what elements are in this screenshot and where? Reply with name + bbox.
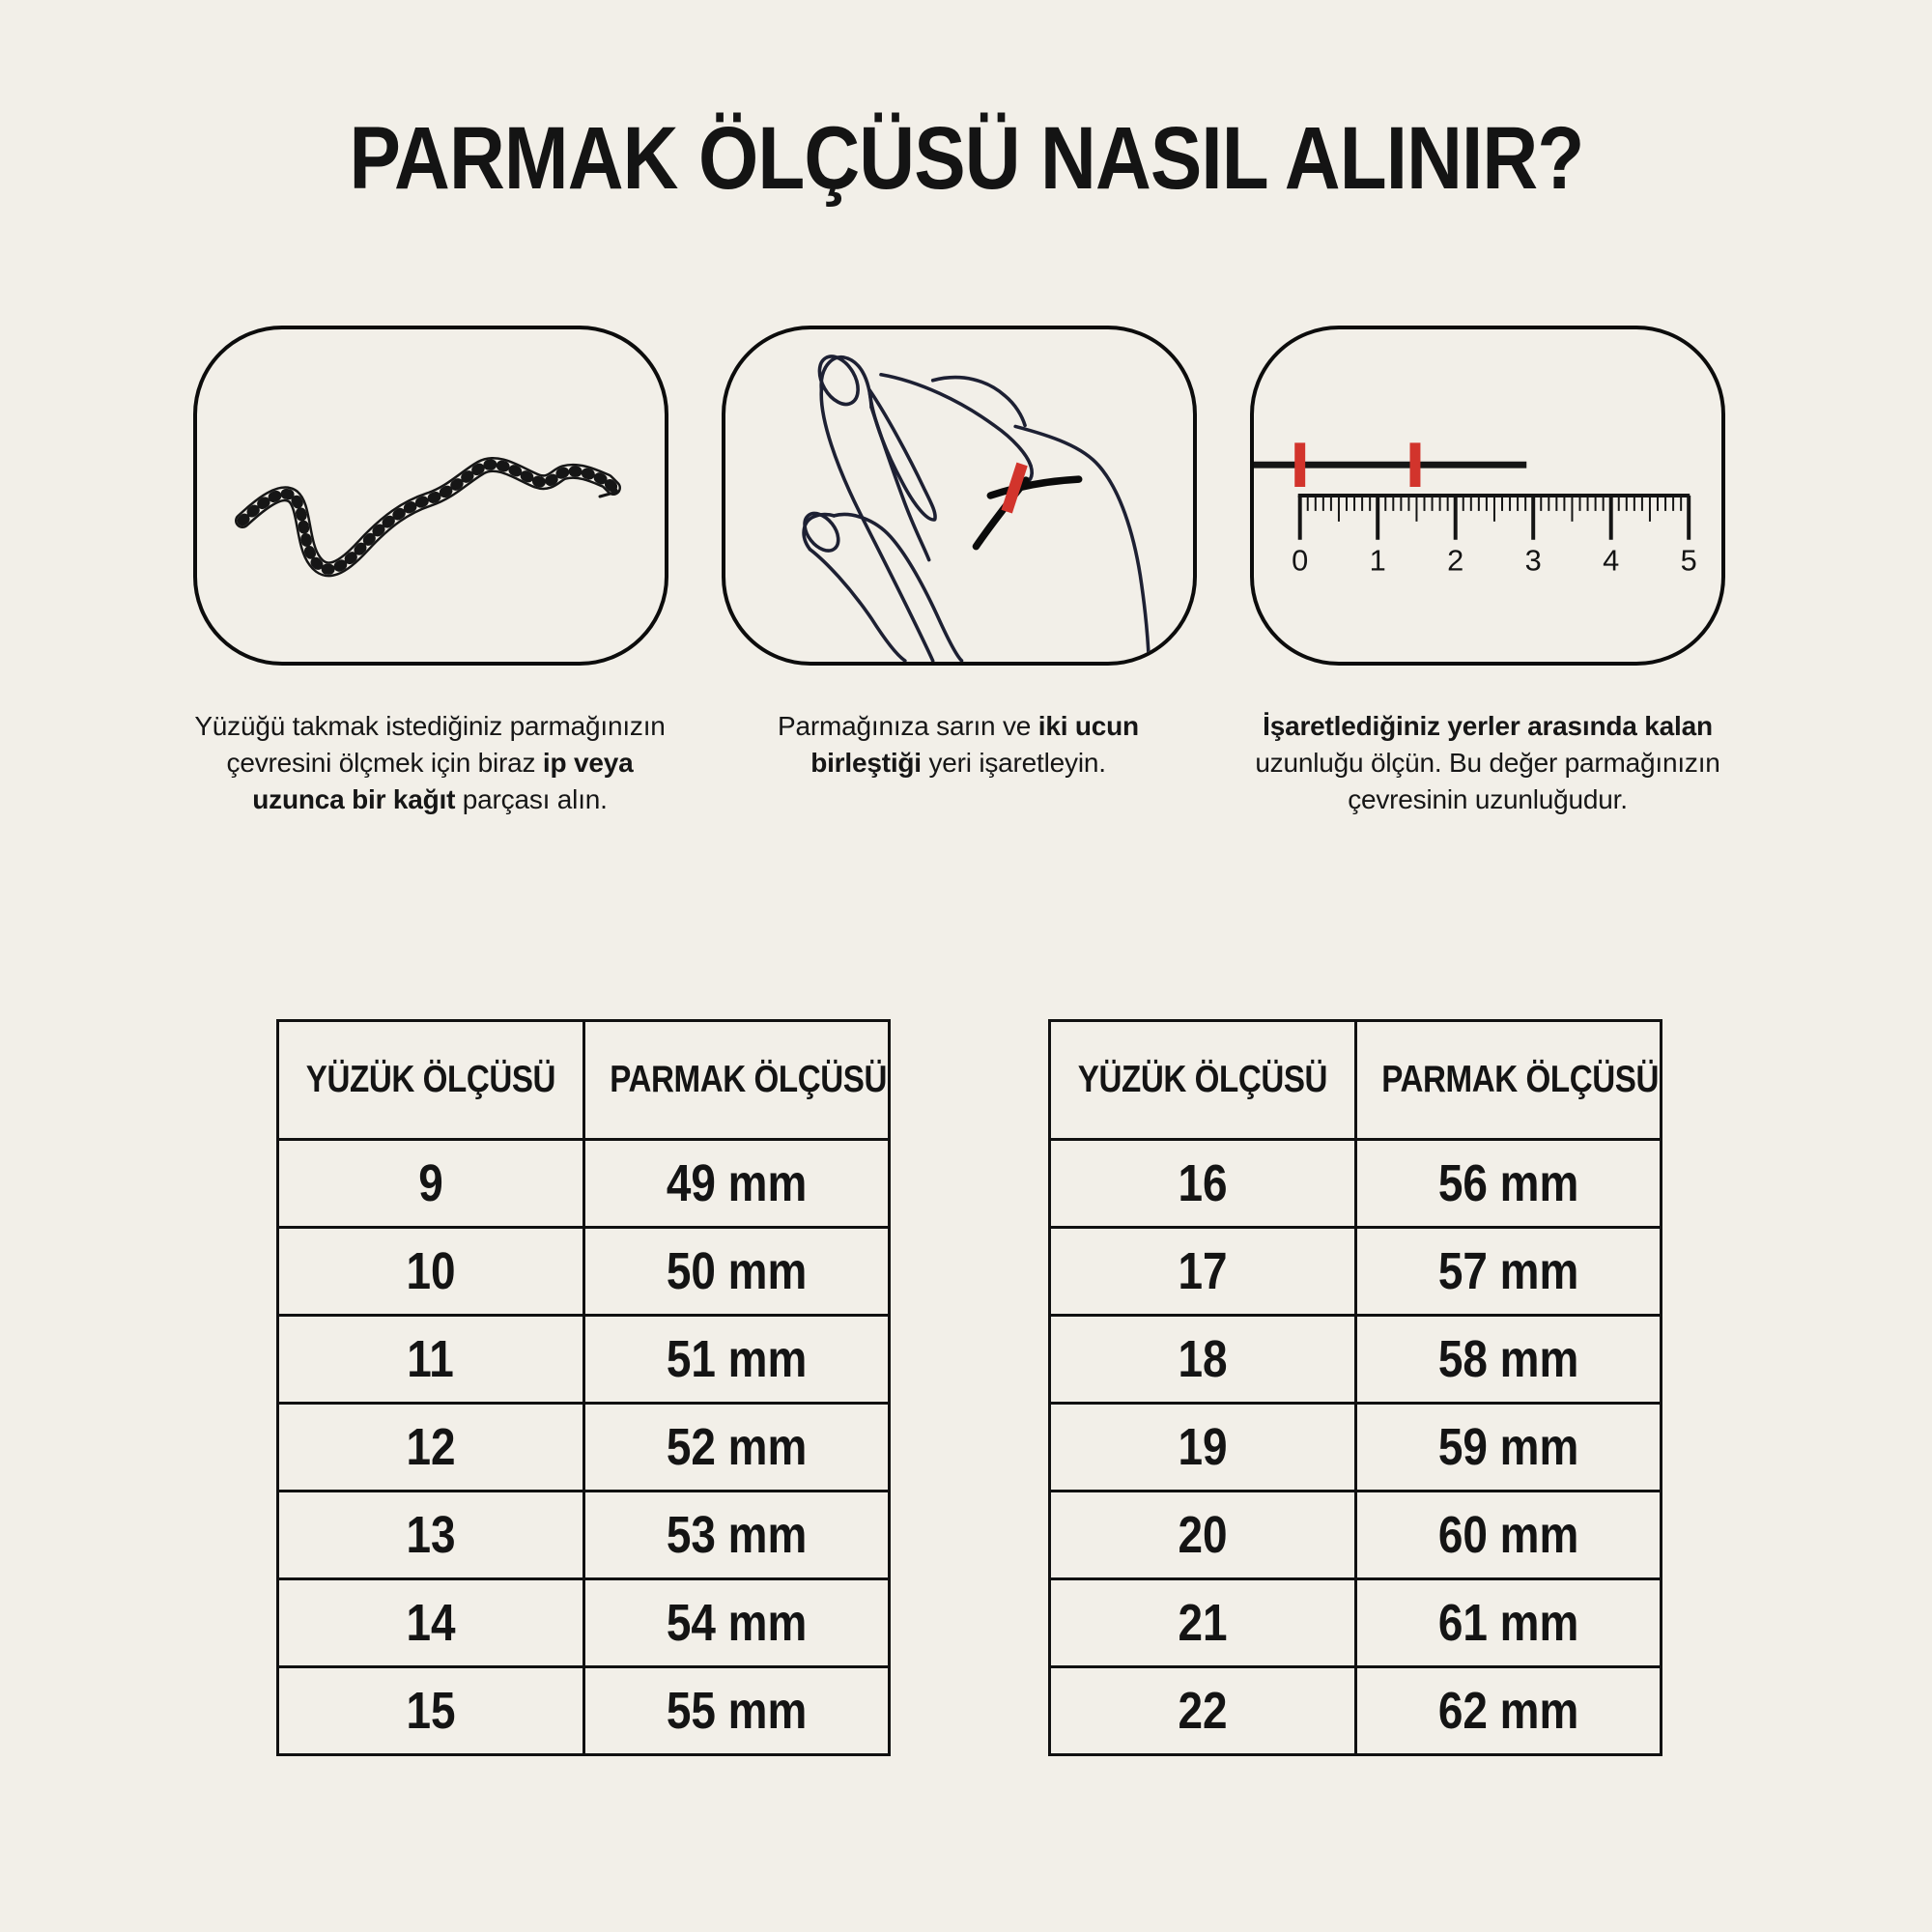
finger-size-cell: 55 mm	[582, 1665, 891, 1756]
ring-size-cell: 9	[276, 1138, 585, 1229]
column-header-ring-size: YÜZÜK ÖLÇÜSÜ	[1048, 1019, 1357, 1141]
illustration-row: 0 1 2 3 4 5	[193, 326, 1725, 666]
table-row: 20 60 mm	[1048, 1490, 1662, 1580]
hand-outer-edge	[1013, 424, 1151, 662]
thumb-bottom-edge	[808, 547, 907, 662]
ring-size-cell: 10	[276, 1226, 585, 1317]
ring-size-cell: 17	[1048, 1226, 1357, 1317]
ruler-label: 5	[1681, 544, 1697, 578]
string-wrap-diagonal	[972, 476, 1030, 551]
finger-size-cell: 49 mm	[582, 1138, 891, 1229]
finger-size-cell: 51 mm	[582, 1314, 891, 1405]
illustration-card-hand	[722, 326, 1197, 666]
ring-size-cell: 21	[1048, 1577, 1357, 1668]
table-row: 15 55 mm	[276, 1665, 891, 1756]
table-row: 17 57 mm	[1048, 1226, 1662, 1317]
knuckle-curve	[930, 375, 1027, 428]
column-header-finger-size: PARMAK ÖLÇÜSÜ	[582, 1019, 891, 1141]
caption-text: yeri işaretleyin.	[921, 748, 1106, 778]
ruler-icon: 0 1 2 3 4 5	[1254, 442, 1697, 578]
finger-size-cell: 54 mm	[582, 1577, 891, 1668]
hand-string-icon	[802, 355, 1151, 662]
ring-size-table-right: YÜZÜK ÖLÇÜSÜ PARMAK ÖLÇÜSÜ 16 56 mm 17 57 m…	[1048, 1019, 1662, 1756]
caption-step-3: İşaretlediğiniz yerler arasında kalan uz…	[1217, 708, 1758, 818]
red-mark	[1001, 462, 1028, 514]
caption-text-bold: ip veya	[542, 748, 634, 778]
ruler-label: 0	[1292, 544, 1308, 578]
rope-string-icon	[235, 456, 621, 578]
table-row: 18 58 mm	[1048, 1314, 1662, 1405]
ring-size-cell: 14	[276, 1577, 585, 1668]
caption-text: çevresini ölçmek için biraz	[226, 748, 543, 778]
ruler-ticks	[1297, 496, 1691, 540]
table-row: 21 61 mm	[1048, 1577, 1662, 1668]
fingernail-top	[817, 355, 860, 407]
illustration-card-ruler: 0 1 2 3 4 5	[1250, 326, 1725, 666]
ruler-label: 3	[1525, 544, 1542, 578]
column-header-finger-size: PARMAK ÖLÇÜSÜ	[1353, 1019, 1662, 1141]
illustration-card-string	[193, 326, 668, 666]
ring-size-cell: 16	[1048, 1138, 1357, 1229]
middle-finger-sliver	[867, 387, 937, 522]
caption-text: çevresinin uzunluğudur.	[1348, 784, 1628, 814]
finger-size-cell: 59 mm	[1353, 1402, 1662, 1492]
ring-size-table-left: YÜZÜK ÖLÇÜSÜ PARMAK ÖLÇÜSÜ 9 49 mm 10 50 mm…	[276, 1019, 891, 1756]
fingernail-thumb	[803, 511, 840, 553]
finger-size-cell: 61 mm	[1353, 1577, 1662, 1668]
finger-size-cell: 62 mm	[1353, 1665, 1662, 1756]
caption-text-bold: iki ucun	[1037, 711, 1139, 741]
page-title: PARMAK ÖLÇÜSÜ NASIL ALINIR?	[349, 109, 1584, 208]
table-row: 12 52 mm	[276, 1402, 891, 1492]
caption-text-bold: birleştiği	[810, 748, 922, 778]
caption-text: Yüzüğü takmak istediğiniz parmağınızın	[194, 711, 666, 741]
ring-size-cell: 12	[276, 1402, 585, 1492]
ring-size-cell: 11	[276, 1314, 585, 1405]
finger-size-cell: 52 mm	[582, 1402, 891, 1492]
ring-size-cell: 15	[276, 1665, 585, 1756]
table-row: 9 49 mm	[276, 1138, 891, 1229]
caption-text: parçası alın.	[455, 784, 608, 814]
thumb-tip	[802, 512, 837, 552]
ring-size-cell: 19	[1048, 1402, 1357, 1492]
table-header-row: YÜZÜK ÖLÇÜSÜ PARMAK ÖLÇÜSÜ	[1048, 1019, 1662, 1141]
thumb-top-edge	[832, 512, 964, 662]
caption-step-2: Parmağınıza sarın ve iki ucun birleştiği…	[688, 708, 1229, 781]
table-header-row: YÜZÜK ÖLÇÜSÜ PARMAK ÖLÇÜSÜ	[276, 1019, 891, 1141]
index-finger-tip	[819, 355, 873, 410]
index-finger-left-edge	[819, 387, 935, 662]
caption-text: uzunluğu ölçün. Bu değer parmağınızın	[1255, 748, 1720, 778]
table-row: 13 53 mm	[276, 1490, 891, 1580]
finger-size-cell: 58 mm	[1353, 1314, 1662, 1405]
ring-finger-top-edge	[879, 372, 1033, 468]
ruler-label: 2	[1447, 544, 1463, 578]
table-row: 10 50 mm	[276, 1226, 891, 1317]
ring-size-cell: 20	[1048, 1490, 1357, 1580]
caption-text: Parmağınıza sarın ve	[778, 711, 1038, 741]
rope-twists	[237, 459, 619, 575]
table-row: 14 54 mm	[276, 1577, 891, 1668]
ruler-label: 4	[1603, 544, 1619, 578]
table-row: 11 51 mm	[276, 1314, 891, 1405]
caption-step-1: Yüzüğü takmak istediğiniz parmağınızın ç…	[159, 708, 700, 818]
finger-size-cell: 53 mm	[582, 1490, 891, 1580]
table-row: 22 62 mm	[1048, 1665, 1662, 1756]
finger-size-cell: 50 mm	[582, 1226, 891, 1317]
string-wrap-horizontal	[986, 475, 1083, 499]
table-row: 16 56 mm	[1048, 1138, 1662, 1229]
finger-size-cell: 57 mm	[1353, 1226, 1662, 1317]
table-row: 19 59 mm	[1048, 1402, 1662, 1492]
ring-size-cell: 22	[1048, 1665, 1357, 1756]
finger-size-cell: 56 mm	[1353, 1138, 1662, 1229]
ring-size-cell: 18	[1048, 1314, 1357, 1405]
column-header-ring-size: YÜZÜK ÖLÇÜSÜ	[276, 1019, 585, 1141]
ring-size-cell: 13	[276, 1490, 585, 1580]
ruler-label: 1	[1370, 544, 1386, 578]
ruler-labels: 0 1 2 3 4 5	[1292, 544, 1697, 578]
caption-text-bold: uzunca bir kağıt	[252, 784, 456, 814]
caption-text-bold: İşaretlediğiniz yerler arasında kalan	[1263, 711, 1713, 741]
rope-end	[598, 484, 619, 498]
finger-size-cell: 60 mm	[1353, 1490, 1662, 1580]
